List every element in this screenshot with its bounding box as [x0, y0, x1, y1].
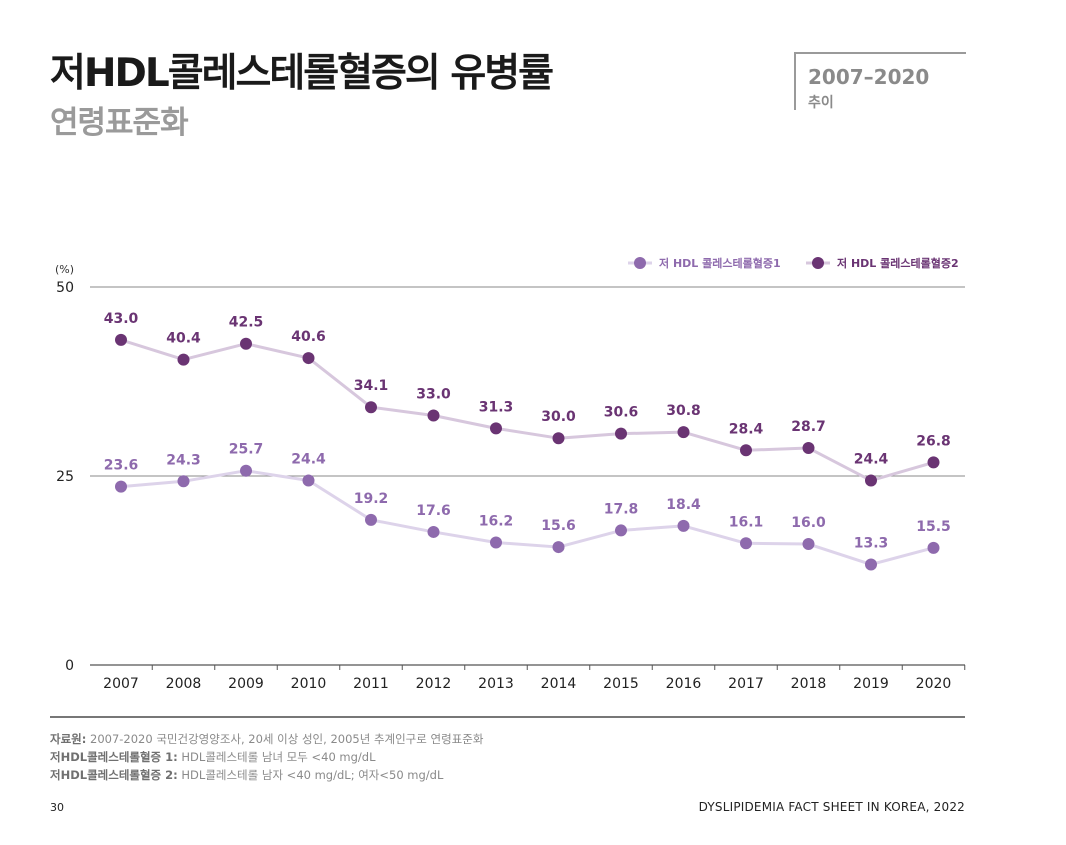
series-1-data-label: 24.3: [166, 452, 201, 468]
series-2-point: [865, 474, 877, 487]
running-title: DYSLIPIDEMIA FACT SHEET IN KOREA, 2022: [698, 800, 965, 814]
x-tick-label: 2010: [291, 676, 327, 692]
series-1-data-label: 16.2: [479, 514, 514, 530]
series-1-data-label: 23.6: [104, 458, 139, 474]
series-2-point: [802, 442, 815, 455]
page-subtitle: 연령표준화: [50, 105, 189, 141]
series-1-data-label: 17.8: [604, 501, 639, 517]
page-number: 30: [50, 801, 64, 814]
x-tick-label: 2017: [728, 676, 764, 692]
series-1-point: [802, 538, 815, 551]
series-2-data-label: 40.6: [291, 329, 326, 345]
series-2-point: [552, 432, 565, 445]
footer-divider: [50, 716, 965, 718]
series-1-data-label: 15.5: [916, 519, 951, 535]
series-2-data-label: 43.0: [104, 311, 139, 327]
series-2-data-label: 42.5: [229, 315, 264, 331]
x-tick-label: 2015: [603, 676, 639, 692]
series-1-data-label: 25.7: [229, 442, 264, 458]
series-2-point: [365, 401, 377, 414]
series-2-data-label: 28.7: [791, 419, 826, 435]
series-2-data-label: 26.8: [916, 433, 951, 449]
series-2-data-label: 34.1: [354, 378, 389, 394]
x-tick-label: 2019: [853, 676, 889, 692]
source-note: 자료원: 2007-2020 국민건강영양조사, 20세 이상 성인, 2005…: [50, 731, 483, 747]
series-1-data-label: 16.0: [791, 515, 826, 531]
x-tick-label: 2012: [416, 676, 452, 692]
series-2-point: [115, 333, 127, 346]
series-1-point: [865, 558, 877, 571]
x-tick-label: 2018: [791, 676, 827, 692]
series-2-point: [927, 456, 940, 469]
series-1-data-label: 18.4: [666, 497, 701, 513]
series-2-point: [740, 444, 752, 457]
series-1-point: [552, 541, 565, 554]
source-text: 2007-2020 국민건강영양조사, 20세 이상 성인, 2005년 추계인…: [86, 732, 484, 746]
x-tick-label: 2020: [916, 676, 952, 692]
series-1-data-label: 16.1: [729, 514, 764, 530]
series-2-point: [427, 409, 440, 422]
series-2-data-label: 24.4: [854, 452, 889, 468]
x-tick-label: 2009: [228, 676, 264, 692]
line-chart: (%) 0 25 50 2007 2008 2009 2010 2011 2012 2013 2014…: [55, 256, 966, 692]
x-tick-label: 2013: [478, 676, 514, 692]
series-2-point: [177, 353, 190, 366]
period-box: 2007–2020 추이: [794, 52, 966, 111]
series-1-point: [427, 525, 440, 538]
series-2-data-label: 30.6: [604, 405, 639, 421]
y-tick-label: 50: [56, 280, 74, 296]
x-tick-label: 2007: [103, 676, 139, 692]
series-1-data-label: 19.2: [354, 491, 389, 507]
series-2-point: [240, 337, 252, 350]
series-1-point: [302, 474, 315, 487]
source-label: 자료원:: [50, 732, 87, 746]
y-tick-label: 25: [56, 469, 74, 485]
series-2-data-label: 30.0: [541, 409, 576, 425]
series-1-point: [177, 475, 190, 488]
series-1-data-label: 17.6: [416, 503, 451, 519]
series-1-point: [615, 524, 627, 537]
definition-1-text: HDL콜레스테롤 남녀 모두 <40 mg/dL: [177, 750, 376, 764]
series-2-line: [120, 338, 934, 483]
series-1-data-label: 15.6: [541, 518, 576, 534]
series-2-data-label: 40.4: [166, 331, 201, 347]
series-2-data-label: 30.8: [666, 403, 701, 419]
series-1-point: [490, 536, 502, 549]
legend-2-label: 저 HDL 콜레스테롤혈증2: [837, 256, 959, 270]
series-1-point: [240, 464, 252, 477]
series-1-point: [115, 480, 127, 493]
series-1-data-label: 24.4: [291, 452, 326, 468]
series-1-point: [365, 513, 377, 526]
legend-1-label: 저 HDL 콜레스테롤혈증1: [659, 256, 781, 270]
series-1-point: [927, 541, 940, 554]
series-2-point: [615, 427, 627, 440]
definition-1-note: 저HDL콜레스테롤혈증 1: HDL콜레스테롤 남녀 모두 <40 mg/dL: [50, 749, 376, 765]
y-tick-label: 0: [65, 658, 74, 674]
series-2-data-label: 31.3: [479, 399, 514, 415]
series-2-point: [490, 422, 502, 435]
y-axis-unit-label: (%): [55, 263, 74, 276]
series-1-data-label: 13.3: [854, 535, 889, 551]
definition-2-note: 저HDL콜레스테롤혈증 2: HDL콜레스테롤 남자 <40 mg/dL; 여자…: [50, 767, 443, 783]
series-2-point: [302, 352, 315, 365]
x-tick-label: 2008: [166, 676, 202, 692]
definition-2-label: 저HDL콜레스테롤혈증 2:: [50, 768, 178, 782]
legend-2-marker: [812, 257, 824, 269]
series-2-data-label: 28.4: [729, 421, 764, 437]
period-note: 추이: [808, 95, 834, 111]
x-tick-label: 2011: [353, 676, 389, 692]
series-1-line: [120, 469, 934, 566]
series-2-point: [677, 426, 690, 439]
x-tick-label: 2016: [666, 676, 702, 692]
period-range: 2007–2020: [808, 65, 930, 89]
page-title: 저HDL콜레스테롤혈증의 유병률: [50, 51, 554, 96]
legend-1-marker: [634, 257, 646, 269]
series-2-data-label: 33.0: [416, 387, 451, 403]
series-1-point: [677, 519, 690, 532]
definition-2-text: HDL콜레스테롤 남자 <40 mg/dL; 여자<50 mg/dL: [177, 768, 444, 782]
series-1-point: [740, 537, 752, 550]
x-tick-label: 2014: [541, 676, 577, 692]
definition-1-label: 저HDL콜레스테롤혈증 1:: [50, 750, 178, 764]
